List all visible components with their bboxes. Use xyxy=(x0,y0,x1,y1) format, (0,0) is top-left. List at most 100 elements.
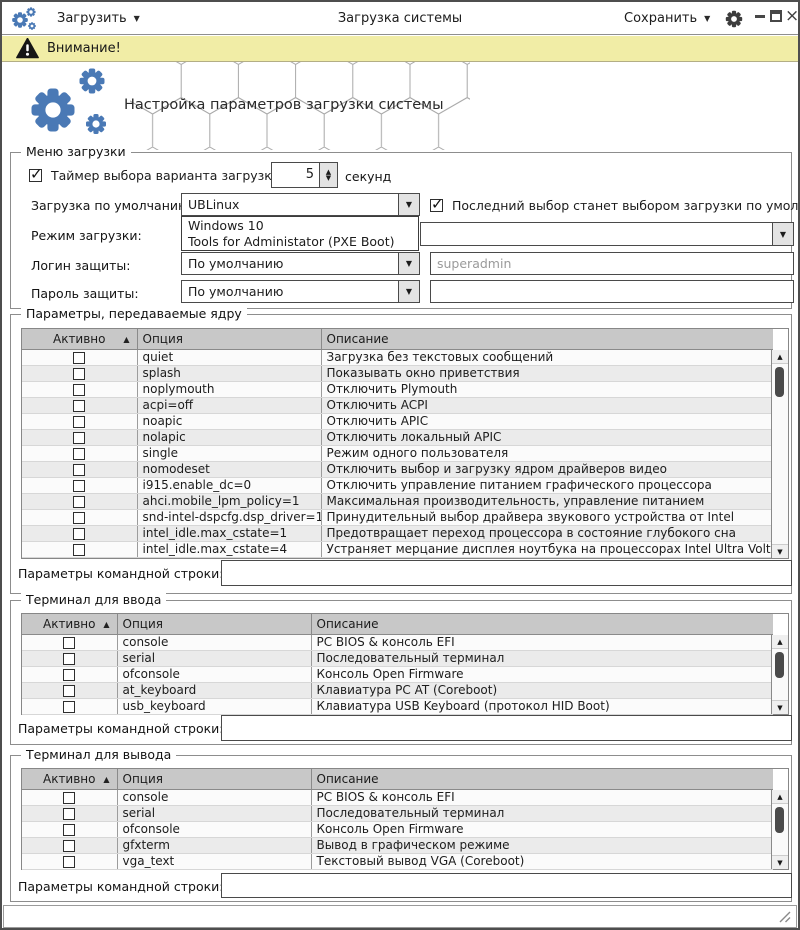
table-row[interactable]: noapic Отключить APIC xyxy=(22,413,773,430)
row-active-checkbox[interactable] xyxy=(63,839,76,852)
scrollbar-thumb[interactable] xyxy=(775,367,784,397)
kernel-cmdline-input[interactable] xyxy=(221,560,792,586)
close-button[interactable]: × xyxy=(785,6,800,26)
table-row[interactable]: nomodeset Отключить выбор и загрузку ядр… xyxy=(22,461,773,478)
scroll-down-button[interactable]: ▼ xyxy=(772,855,788,869)
table-row[interactable]: splash Показывать окно приветствия xyxy=(22,365,773,382)
row-active-checkbox[interactable] xyxy=(63,636,76,649)
table-row[interactable]: ofconsole Консоль Open Firmware xyxy=(22,821,773,838)
maximize-button[interactable] xyxy=(770,10,782,22)
column-header-option[interactable]: Опция xyxy=(117,769,312,790)
column-header-option[interactable]: Опция xyxy=(137,329,322,350)
row-active-checkbox[interactable] xyxy=(73,479,86,492)
dropdown-option[interactable]: Tools for Administator (PXE Boot) xyxy=(188,233,395,249)
row-active-checkbox[interactable] xyxy=(73,527,86,540)
table-row[interactable]: vga_text Текстовый вывод VGA (Coreboot) xyxy=(22,853,773,870)
row-active-checkbox[interactable] xyxy=(73,431,86,444)
scroll-up-button[interactable]: ▲ xyxy=(772,350,788,364)
column-header-active[interactable]: Активно ▲ xyxy=(22,614,118,635)
table-row[interactable]: acpi=off Отключить ACPI xyxy=(22,397,773,414)
table-row[interactable]: nolapic Отключить локальный APIC xyxy=(22,429,773,446)
scrollbar-thumb[interactable] xyxy=(775,652,784,678)
row-description: Клавиатура PC AT (Coreboot) xyxy=(311,682,773,699)
table-row[interactable]: i915.enable_dc=0 Отключить управление пи… xyxy=(22,477,773,494)
column-header-active[interactable]: Активно ▲ xyxy=(22,769,118,790)
terminal-input-cmdline-input[interactable] xyxy=(221,715,792,741)
table-row[interactable]: intel_idle.max_cstate=4 Устраняет мерцан… xyxy=(22,541,773,558)
big-gears-logo xyxy=(31,68,106,134)
scrollbar-thumb[interactable] xyxy=(775,807,784,833)
table-row[interactable]: usb_keyboard Клавиатура USB Keyboard (пр… xyxy=(22,698,773,715)
column-header-active[interactable]: Активно ▲ xyxy=(22,329,138,350)
last-choice-checkbox[interactable] xyxy=(430,195,444,213)
cmdline-label: Параметры командной строки: xyxy=(18,566,224,581)
row-option: noplymouth xyxy=(137,381,322,398)
row-active-checkbox[interactable] xyxy=(73,399,86,412)
column-header-description[interactable]: Описание xyxy=(311,769,773,790)
table-row[interactable]: serial Последовательный терминал xyxy=(22,650,773,667)
dropdown-option[interactable]: Windows 10 xyxy=(188,218,264,233)
table-row[interactable]: quiet Загрузка без текстовых сообщений xyxy=(22,349,773,366)
default-boot-combobox[interactable]: UBLinux ▼ xyxy=(181,193,420,216)
table-row[interactable]: single Режим одного пользователя xyxy=(22,445,773,462)
scroll-up-button[interactable]: ▲ xyxy=(772,790,788,804)
combo-arrow-icon[interactable]: ▼ xyxy=(398,253,419,274)
table-row[interactable]: noplymouth Отключить Plymouth xyxy=(22,381,773,398)
row-active-checkbox[interactable] xyxy=(63,668,76,681)
row-active-checkbox[interactable] xyxy=(73,351,86,364)
boot-timer-checkbox[interactable] xyxy=(29,165,43,183)
login-mode-combobox[interactable]: По умолчанию ▼ xyxy=(181,252,420,275)
spin-arrows-icon[interactable]: ▲ ▼ xyxy=(319,163,337,187)
row-active-checkbox[interactable] xyxy=(73,511,86,524)
save-menu-button[interactable]: Сохранить ▼ xyxy=(624,2,710,35)
combo-arrow-icon[interactable]: ▼ xyxy=(398,281,419,302)
timer-spinbox[interactable]: 5 ▲ ▼ xyxy=(271,162,338,188)
column-header-description[interactable]: Описание xyxy=(321,329,773,350)
row-active-checkbox[interactable] xyxy=(73,495,86,508)
boot-mode-combobox[interactable]: ▼ xyxy=(420,222,794,246)
table-row[interactable]: at_keyboard Клавиатура PC AT (Coreboot) xyxy=(22,682,773,699)
login-label: Логин защиты: xyxy=(31,258,131,273)
column-header-description[interactable]: Описание xyxy=(311,614,773,635)
resize-grip[interactable] xyxy=(777,909,792,924)
combo-arrow-icon[interactable]: ▼ xyxy=(398,194,419,215)
table-row[interactable]: ahci.mobile_lpm_policy=1 Максимальная пр… xyxy=(22,493,773,510)
password-mode-combobox[interactable]: По умолчанию ▼ xyxy=(181,280,420,303)
vertical-scrollbar[interactable]: ▲ ▼ xyxy=(771,635,788,714)
table-row[interactable]: ofconsole Консоль Open Firmware xyxy=(22,666,773,683)
row-active-checkbox[interactable] xyxy=(63,700,76,713)
table-row[interactable]: console PC BIOS & консоль EFI xyxy=(22,634,773,651)
login-input[interactable] xyxy=(430,252,794,275)
table-row[interactable]: serial Последовательный терминал xyxy=(22,805,773,822)
settings-gear-icon[interactable] xyxy=(724,9,744,29)
row-active-checkbox[interactable] xyxy=(63,855,76,868)
load-menu-button[interactable]: Загрузить ▼ xyxy=(57,2,140,35)
minimize-button[interactable] xyxy=(755,15,765,18)
row-description: Загрузка без текстовых сообщений xyxy=(321,349,773,366)
row-active-checkbox[interactable] xyxy=(63,684,76,697)
table-row[interactable]: snd-intel-dspcfg.dsp_driver=1 Принудител… xyxy=(22,509,773,526)
vertical-scrollbar[interactable]: ▲ ▼ xyxy=(771,350,788,558)
column-header-option[interactable]: Опция xyxy=(117,614,312,635)
combo-arrow-icon[interactable]: ▼ xyxy=(772,223,793,245)
table-row[interactable]: intel_idle.max_cstate=1 Предотвращает пе… xyxy=(22,525,773,542)
row-active-checkbox[interactable] xyxy=(63,807,76,820)
row-active-checkbox[interactable] xyxy=(63,652,76,665)
scroll-down-button[interactable]: ▼ xyxy=(772,544,788,558)
row-active-checkbox[interactable] xyxy=(73,383,86,396)
table-row[interactable]: gfxterm Вывод в графическом режиме xyxy=(22,837,773,854)
password-input[interactable] xyxy=(430,280,794,303)
row-active-checkbox[interactable] xyxy=(63,823,76,836)
row-active-checkbox[interactable] xyxy=(73,463,86,476)
terminal-output-cmdline-input[interactable] xyxy=(221,873,792,898)
table-row[interactable]: console PC BIOS & консоль EFI xyxy=(22,789,773,806)
row-active-checkbox[interactable] xyxy=(63,791,76,804)
group-legend: Меню загрузки xyxy=(21,144,131,159)
row-active-checkbox[interactable] xyxy=(73,367,86,380)
scroll-down-button[interactable]: ▼ xyxy=(772,700,788,714)
vertical-scrollbar[interactable]: ▲ ▼ xyxy=(771,790,788,869)
row-active-checkbox[interactable] xyxy=(73,447,86,460)
scroll-up-button[interactable]: ▲ xyxy=(772,635,788,649)
row-active-checkbox[interactable] xyxy=(73,543,86,556)
row-active-checkbox[interactable] xyxy=(73,415,86,428)
